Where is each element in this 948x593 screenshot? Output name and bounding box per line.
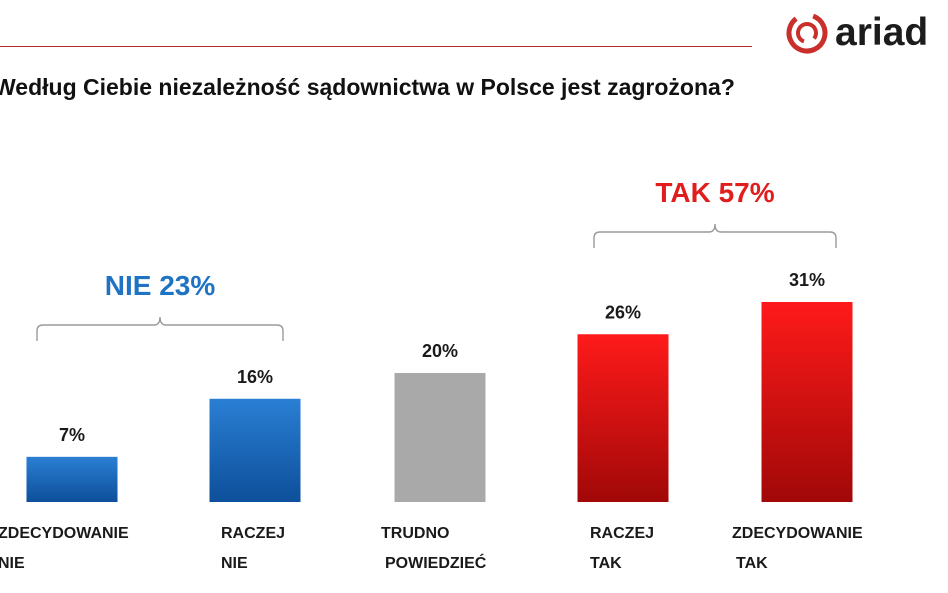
group-label-nie: NIE 23% <box>105 270 216 301</box>
chart-title: Według Ciebie niezależność sądownictwa w… <box>0 74 735 100</box>
group-label-tak: TAK 57% <box>655 177 774 208</box>
category-label-trudno-powiedziec-line2: POWIEDZIEĆ <box>385 553 487 572</box>
category-label-raczej-tak-line1: RACZEJ <box>590 525 654 542</box>
bar-trudno-powiedziec <box>394 372 486 502</box>
value-label-raczej-nie: 16% <box>237 367 273 387</box>
value-label-trudno-powiedziec: 20% <box>422 341 458 361</box>
ariad-logo-icon <box>786 12 828 54</box>
value-label-zdecydowanie-nie: 7% <box>59 425 85 445</box>
category-label-zdecydowanie-tak-line1: ZDECYDOWANIE <box>732 525 863 542</box>
category-label-raczej-tak-line2: TAK <box>590 555 622 572</box>
value-label-raczej-tak: 26% <box>605 302 641 322</box>
value-label-zdecydowanie-tak: 31% <box>789 270 825 290</box>
category-label-zdecydowanie-nie-line2: NIE <box>0 555 25 572</box>
category-label-raczej-nie-line2: NIE <box>221 555 248 572</box>
group-bracket-tak <box>593 223 837 248</box>
bar-raczej-nie <box>209 398 301 502</box>
group-bracket-nie <box>36 316 284 341</box>
category-label-trudno-powiedziec-line1: TRUDNO <box>381 525 449 542</box>
bar-raczej-tak <box>577 334 669 502</box>
category-label-zdecydowanie-nie-line1: ZDECYDOWANIE <box>0 525 129 542</box>
bar-zdecydowanie-nie <box>26 456 118 502</box>
ariad-logo: ariad <box>785 8 928 58</box>
header-divider <box>0 46 752 47</box>
category-label-zdecydowanie-tak-line2: TAK <box>736 555 768 572</box>
bar-zdecydowanie-tak <box>761 302 853 502</box>
brand-name: ariad <box>835 11 929 54</box>
category-label-raczej-nie-line1: RACZEJ <box>221 525 285 542</box>
